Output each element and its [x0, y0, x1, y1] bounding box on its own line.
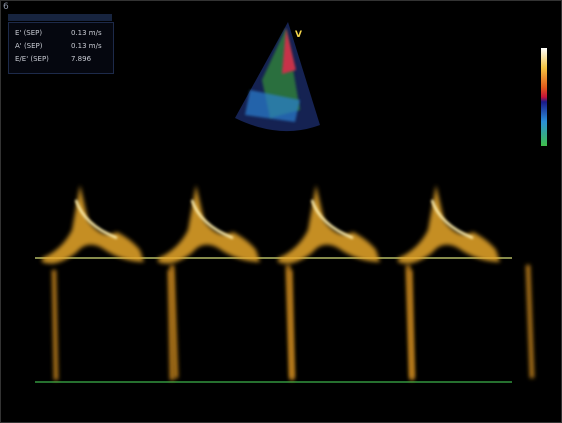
doppler-trace — [52, 264, 178, 381]
measurement-label: A' (SEP) — [15, 42, 43, 50]
panel-number: 6 — [3, 2, 9, 12]
measurement-row: A' (SEP) 0.13 m/s — [9, 40, 113, 53]
measurement-row: E' (SEP) 0.13 m/s — [9, 27, 113, 40]
color-bar — [541, 48, 547, 146]
doppler-trace — [158, 185, 260, 264]
doppler-trace — [310, 199, 354, 240]
doppler-trace — [42, 185, 144, 264]
measurement-box: E' (SEP) 0.13 m/s A' (SEP) 0.13 m/s E/E' (SE… — [8, 22, 114, 74]
waveforms — [42, 185, 534, 381]
probe-marker: V — [295, 30, 302, 40]
measurement-row: E/E' (SEP) 7.896 — [9, 53, 113, 66]
doppler-trace — [278, 185, 380, 264]
measurement-value: 0.13 m/s — [71, 29, 102, 37]
doppler-trace — [430, 199, 474, 240]
doppler-trace — [74, 199, 118, 240]
sector-color — [282, 28, 296, 74]
doppler-trace — [168, 264, 294, 381]
sector-color — [245, 90, 300, 122]
doppler-trace — [408, 264, 534, 381]
measurement-value: 0.13 m/s — [71, 42, 102, 50]
doppler-trace — [190, 199, 234, 240]
doppler-trace — [288, 264, 414, 381]
measurement-label: E' (SEP) — [15, 29, 43, 37]
info-header — [8, 14, 112, 21]
measurement-label: E/E' (SEP) — [15, 55, 49, 63]
doppler-trace — [398, 185, 500, 264]
measurement-value: 7.896 — [71, 55, 92, 63]
